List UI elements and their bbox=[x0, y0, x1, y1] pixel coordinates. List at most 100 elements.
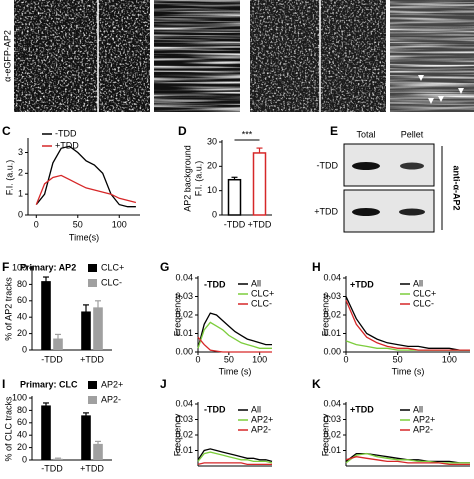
legend-label: AP2+ bbox=[101, 379, 123, 389]
band bbox=[352, 208, 380, 216]
y-axis-label: % of CLC tracks bbox=[3, 396, 13, 462]
legend-label: All bbox=[251, 278, 261, 288]
x-tick-label: 100 bbox=[112, 219, 127, 229]
y-tick-label: 0 bbox=[22, 344, 27, 354]
kymograph-texture bbox=[154, 0, 240, 112]
y-axis-label: F.I. (a.u.) bbox=[193, 161, 203, 197]
x-tick-label: -TDD bbox=[41, 463, 63, 473]
y-tick-label: 0.02 bbox=[323, 429, 341, 439]
y-tick-label: 80 bbox=[17, 279, 27, 289]
legend-swatch bbox=[88, 264, 97, 272]
image-texture bbox=[250, 0, 386, 112]
series-line bbox=[345, 456, 470, 466]
series-line bbox=[197, 312, 272, 349]
y-tick-label: 20 bbox=[207, 161, 217, 171]
bar bbox=[227, 178, 242, 216]
chart-title: -TDD bbox=[204, 404, 226, 414]
y-tick-label: 40 bbox=[17, 312, 27, 322]
series-line bbox=[345, 299, 470, 351]
legend-swatch bbox=[88, 279, 97, 287]
bar bbox=[53, 458, 63, 460]
legend-label: CLC+ bbox=[251, 288, 274, 298]
legend-label: All bbox=[251, 404, 261, 414]
y-tick-label: 100 bbox=[12, 392, 27, 402]
arrowheads bbox=[418, 75, 464, 104]
legend-label: AP2- bbox=[251, 424, 271, 434]
legend-label: CLC+ bbox=[413, 288, 436, 298]
y-tick-label: 3 bbox=[18, 147, 23, 157]
x-tick-label: 0 bbox=[195, 354, 200, 364]
y-axis-label: % of AP2 tracks bbox=[3, 277, 13, 341]
y-tick-label: 0.01 bbox=[323, 445, 341, 455]
legend-label: CLC- bbox=[413, 298, 434, 308]
y-tick-label: 0 bbox=[22, 454, 27, 464]
y-axis-label: Frequency bbox=[172, 413, 182, 456]
y-tick-label: 0 bbox=[212, 209, 217, 219]
y-tick-label: 20 bbox=[17, 442, 27, 452]
legend-label: CLC- bbox=[251, 298, 272, 308]
legend-label: +TDD bbox=[55, 140, 79, 150]
series-line bbox=[197, 321, 272, 349]
y-tick-label: 100 bbox=[12, 262, 27, 272]
panel-letter: F bbox=[2, 260, 9, 274]
chart-title: -TDD bbox=[204, 279, 226, 289]
band bbox=[399, 208, 425, 216]
x-tick-label: +TDD bbox=[80, 463, 104, 473]
bar bbox=[252, 152, 267, 216]
legend-label: All bbox=[413, 404, 423, 414]
series-line bbox=[35, 145, 136, 208]
bar bbox=[93, 307, 103, 350]
y-tick-label: 40 bbox=[17, 430, 27, 440]
y-tick-label: 1 bbox=[18, 189, 23, 199]
significance: *** bbox=[242, 129, 253, 139]
band bbox=[400, 162, 424, 170]
panel-letter: D bbox=[178, 124, 187, 138]
blot-row: -TDD bbox=[317, 160, 339, 170]
y-tick-label: 0.01 bbox=[175, 445, 193, 455]
legend-label: -TDD bbox=[55, 128, 77, 138]
panel-letter: G bbox=[160, 260, 169, 274]
y-axis-label: Frequency bbox=[172, 293, 182, 336]
legend-label: All bbox=[413, 278, 423, 288]
antibody: anti-α-AP2 bbox=[452, 165, 462, 210]
image-ylabel: α-eGFP-AP2 bbox=[2, 30, 12, 82]
y-tick-label: 0.04 bbox=[323, 272, 341, 282]
panel-letter: H bbox=[312, 260, 321, 274]
legend-label: AP2+ bbox=[251, 414, 273, 424]
blot-column: Total bbox=[356, 129, 375, 139]
y-tick-label: 60 bbox=[17, 295, 27, 305]
panel-letter: K bbox=[312, 377, 321, 391]
panel-letter: I bbox=[2, 377, 5, 391]
chart-title: +TDD bbox=[350, 404, 374, 414]
x-tick-label: -TDD bbox=[224, 219, 246, 229]
x-tick-label: 0 bbox=[343, 354, 348, 364]
y-tick-label: 0.01 bbox=[175, 328, 193, 338]
legend-label: CLC+ bbox=[101, 262, 124, 272]
y-tick-label: 0.03 bbox=[175, 414, 193, 424]
y-tick-label: 0.00 bbox=[175, 346, 193, 356]
series-line bbox=[197, 451, 273, 464]
y-tick-label: 0.04 bbox=[175, 272, 193, 282]
series-line bbox=[345, 452, 470, 464]
x-tick-label: 100 bbox=[252, 354, 267, 364]
x-axis-label: Time(s) bbox=[69, 232, 99, 242]
bar bbox=[41, 281, 51, 350]
legend-label: CLC- bbox=[101, 277, 122, 287]
y-axis-label: Frequency bbox=[320, 413, 330, 456]
y-tick-label: 0.04 bbox=[323, 398, 341, 408]
band bbox=[352, 162, 380, 170]
bar bbox=[81, 415, 91, 460]
x-tick-label: 50 bbox=[393, 354, 403, 364]
y-tick-label: 60 bbox=[17, 417, 27, 427]
series-line bbox=[35, 174, 137, 205]
y-tick-label: 0.02 bbox=[323, 309, 341, 319]
y-axis-label: AP2 background bbox=[182, 145, 192, 212]
chart-title: +TDD bbox=[350, 279, 374, 289]
x-tick-label: -TDD bbox=[41, 354, 63, 364]
legend-label: AP2- bbox=[101, 394, 121, 404]
y-tick-label: 2 bbox=[18, 168, 23, 178]
series-line bbox=[197, 448, 273, 463]
y-tick-label: 0.01 bbox=[323, 328, 341, 338]
